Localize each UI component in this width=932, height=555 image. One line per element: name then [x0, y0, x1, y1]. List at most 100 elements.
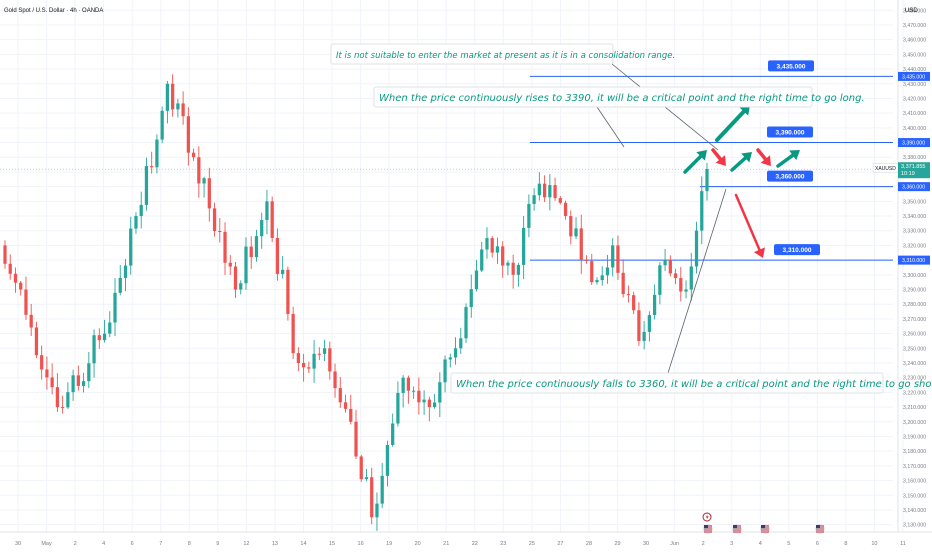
time-tick-label: 28	[586, 541, 592, 547]
candle	[29, 303, 33, 337]
us-flag-icon[interactable]	[815, 524, 825, 534]
candle-body	[412, 390, 416, 392]
candle	[459, 327, 463, 354]
candle-body	[406, 377, 411, 391]
arrow-up-green	[776, 150, 800, 168]
candle	[202, 176, 206, 198]
time-tick-label: 25	[529, 541, 535, 547]
candle	[113, 278, 117, 337]
candle	[485, 227, 489, 259]
candle-body	[443, 359, 447, 383]
go-long-note[interactable]: When the price continuously rises to 339…	[373, 86, 865, 108]
level-label[interactable]: 3,390.000	[767, 126, 813, 138]
candle	[474, 259, 479, 292]
candle-body	[97, 335, 101, 341]
candle	[668, 255, 672, 277]
candle	[244, 237, 248, 290]
candle-body	[569, 216, 573, 237]
time-tick-label: 29	[614, 541, 620, 547]
candle	[637, 302, 641, 346]
candle-body	[611, 245, 615, 268]
us-flag-icon[interactable]	[703, 524, 713, 534]
candle-body	[495, 246, 500, 253]
candle	[249, 236, 253, 269]
candle-body	[296, 353, 300, 363]
candle-body	[322, 348, 327, 354]
candle-body	[438, 382, 442, 403]
candle	[19, 281, 23, 296]
candle	[45, 356, 49, 390]
level-label[interactable]: 3,435.000	[768, 60, 814, 72]
level-label-text: 3,310.000	[783, 247, 812, 254]
candle	[673, 268, 678, 285]
candle-body	[191, 152, 196, 158]
candle-body	[338, 388, 342, 403]
candle-body	[207, 178, 211, 209]
candle-body	[689, 266, 693, 290]
candle	[480, 241, 484, 273]
candle-body	[29, 314, 33, 328]
us-flag-icon[interactable]	[760, 524, 770, 534]
time-tick-label: Jun	[670, 541, 679, 547]
candle-body	[233, 266, 238, 290]
level-labels[interactable]: 3,435.000 3,390.000 3,360.000 3,310.000	[767, 60, 820, 256]
consolidation-note[interactable]: It is not suitable to enter the market a…	[330, 43, 675, 65]
candle	[548, 174, 552, 211]
candle-body	[354, 421, 358, 457]
candle	[265, 189, 269, 235]
candle-body	[171, 83, 175, 110]
candle	[595, 277, 599, 285]
candle-body	[632, 295, 636, 311]
candle	[469, 274, 473, 318]
go-short-note[interactable]: When the price continuously falls to 336…	[450, 372, 932, 394]
candle	[155, 134, 159, 174]
candle	[616, 235, 620, 280]
price-tick-label: 3,420.000	[903, 96, 926, 102]
price-tick-label: 3,430.000	[903, 82, 926, 88]
candle	[8, 254, 12, 280]
candle	[92, 329, 96, 378]
candle-body	[459, 338, 463, 349]
candle-body	[186, 116, 190, 153]
time-tick-label: 27	[557, 541, 563, 547]
candle-body	[590, 261, 594, 283]
last-price-countdown: 10:19	[901, 171, 915, 177]
candle-body	[50, 377, 54, 388]
candle-body	[202, 178, 206, 184]
candle	[301, 353, 306, 382]
candle	[34, 321, 39, 359]
candle	[532, 188, 536, 211]
candle	[233, 261, 238, 298]
time-axis[interactable]: 30 May 2 4 6 7 8 9 12 13 14 15 16 19 20 21 22 23 25 27 28 29 3…	[0, 531, 932, 547]
time-tick-label: 3	[730, 541, 733, 547]
price-tick-label: 3,260.000	[903, 332, 926, 338]
candle-body	[328, 348, 332, 372]
level-label[interactable]: 3,360.000	[767, 170, 813, 182]
price-axis[interactable]: 3,130.000 3,140.000 3,150.000 3,160.000 3,17…	[897, 0, 926, 532]
candle-body	[92, 335, 96, 364]
candle-body	[265, 201, 269, 220]
candle	[516, 262, 521, 287]
candle-body	[71, 375, 75, 393]
candle	[558, 196, 562, 205]
level-label[interactable]: 3,310.000	[774, 244, 820, 256]
candle-body	[212, 208, 217, 232]
candle	[181, 91, 185, 125]
candle	[291, 306, 295, 360]
candle	[406, 375, 411, 404]
level-axis-badge-text: 3,390.000	[902, 141, 925, 147]
candle	[108, 311, 112, 338]
time-tick-label: 30	[643, 541, 649, 547]
time-tick-label: 6	[131, 541, 134, 547]
candle	[275, 228, 280, 281]
candle	[61, 395, 65, 414]
us-flag-icon[interactable]	[732, 524, 742, 534]
level-axis-badge-bg	[898, 182, 930, 192]
candle	[160, 106, 164, 144]
candle	[296, 347, 300, 372]
level-axis-badge-text: 3,310.000	[902, 258, 925, 264]
economic-events[interactable]	[702, 512, 825, 534]
candlesticks	[3, 74, 709, 531]
